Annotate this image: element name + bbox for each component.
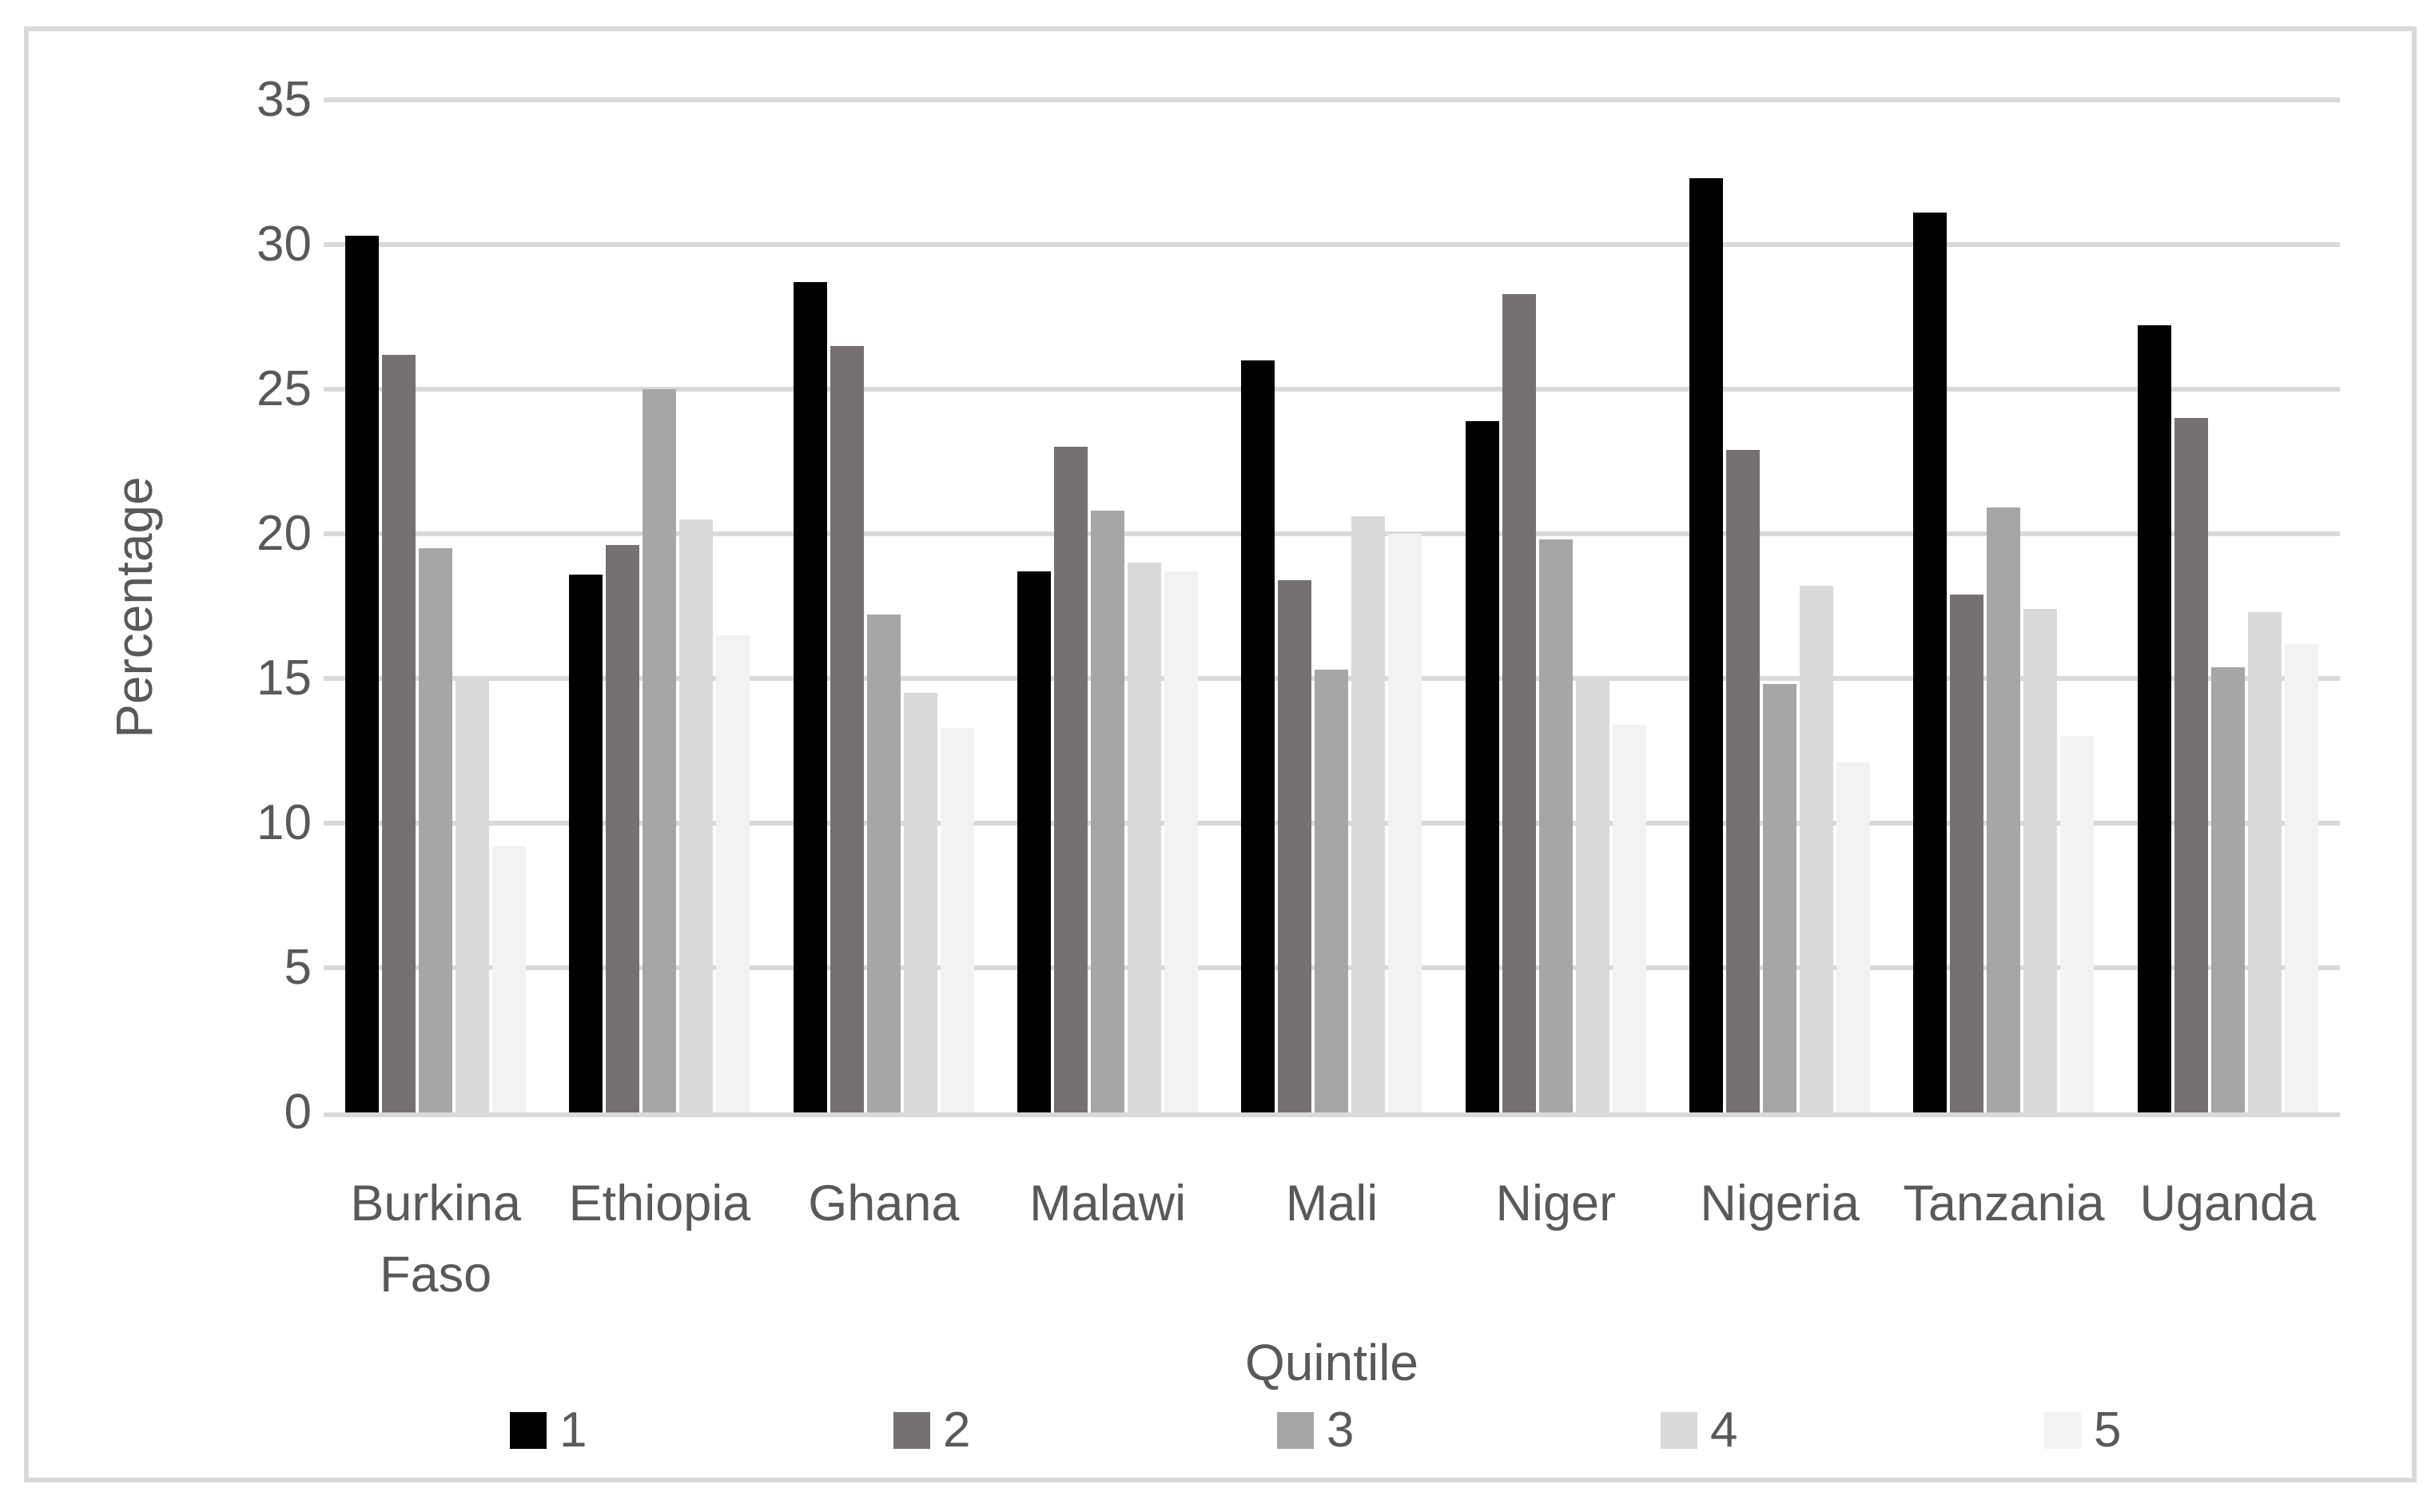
bar-nigeria-q4 — [1800, 586, 1834, 1112]
y-tick-label-0: 0 — [284, 1084, 312, 1140]
bar-niger-q3 — [1538, 539, 1573, 1112]
x-axis-category-labels: Burkina Faso Ethiopia Ghana Malawi Mali Niger… — [324, 1168, 2340, 1311]
bar-group-tanzania — [1892, 100, 2115, 1112]
y-tick-label-30: 30 — [257, 217, 312, 272]
x-label-tanzania: Tanzania — [1903, 1176, 2105, 1231]
bar-group-ghana — [772, 100, 996, 1112]
bar-niger-q4 — [1575, 678, 1609, 1112]
y-tick-label-25: 25 — [257, 361, 312, 416]
bar-ethiopia-q2 — [606, 545, 640, 1112]
bar-ghana-q4 — [903, 693, 937, 1112]
bar-ghana-q2 — [830, 345, 864, 1112]
bar-tanzania-q4 — [2023, 609, 2058, 1112]
bar-burkina-faso-q5 — [492, 846, 527, 1112]
x-label-burkina-faso: Burkina Faso — [350, 1176, 521, 1303]
bar-uganda-q5 — [2284, 643, 2318, 1112]
bar-mali-q2 — [1278, 579, 1312, 1112]
x-label-ghana: Ghana — [808, 1176, 960, 1231]
bar-groups — [324, 100, 2340, 1112]
y-tick-label-20: 20 — [257, 506, 312, 561]
gridline-30 — [324, 242, 2340, 247]
gridline-20 — [324, 531, 2340, 536]
y-tick-label-15: 15 — [257, 651, 312, 706]
bar-group-ethiopia — [547, 100, 771, 1112]
bar-group-uganda — [2116, 100, 2340, 1112]
bar-nigeria-q1 — [1689, 177, 1724, 1112]
legend-swatch-icon — [510, 1412, 547, 1449]
y-tick-label-35: 35 — [257, 72, 312, 127]
bar-uganda-q2 — [2174, 418, 2208, 1112]
legend-swatch-icon — [1661, 1412, 1697, 1449]
bar-burkina-faso-q4 — [456, 678, 490, 1112]
legend-label: 4 — [1710, 1403, 1738, 1458]
bar-uganda-q1 — [2137, 325, 2171, 1112]
legend-item-4: 4 — [1661, 1403, 1738, 1458]
x-axis-title: Quintile — [1245, 1334, 1418, 1391]
bar-ethiopia-q5 — [716, 635, 750, 1112]
x-label-uganda: Uganda — [2139, 1176, 2317, 1231]
bar-group-niger — [1444, 100, 1668, 1112]
bar-nigeria-q5 — [1836, 762, 1871, 1112]
legend-swatch-icon — [893, 1412, 930, 1449]
bar-group-burkina-faso — [324, 100, 547, 1112]
bar-ethiopia-q1 — [569, 574, 603, 1112]
bar-malawi-q5 — [1164, 571, 1199, 1112]
legend-item-3: 3 — [1277, 1403, 1355, 1458]
legend-item-1: 1 — [510, 1403, 587, 1458]
bar-ghana-q3 — [866, 615, 901, 1112]
legend: 1 2 3 4 5 — [0, 1403, 2431, 1458]
gridline-25 — [324, 387, 2340, 392]
x-label-nigeria: Nigeria — [1700, 1176, 1860, 1231]
x-label-malawi: Malawi — [1029, 1176, 1187, 1231]
x-axis-line — [324, 1112, 2340, 1117]
bar-ethiopia-q4 — [679, 519, 714, 1112]
bar-mali-q4 — [1351, 516, 1386, 1112]
bar-burkina-faso-q2 — [382, 354, 416, 1112]
x-label-niger: Niger — [1495, 1176, 1617, 1231]
bar-malawi-q3 — [1091, 511, 1125, 1112]
bar-malawi-q2 — [1054, 447, 1088, 1112]
bar-malawi-q4 — [1128, 563, 1162, 1112]
legend-swatch-icon — [2044, 1412, 2081, 1449]
bar-niger-q2 — [1502, 293, 1536, 1112]
bar-tanzania-q1 — [1913, 213, 1948, 1112]
legend-label: 2 — [943, 1403, 971, 1458]
y-tick-label-10: 10 — [257, 795, 312, 850]
bar-ethiopia-q3 — [643, 389, 677, 1112]
bar-ghana-q1 — [793, 282, 827, 1112]
bar-ghana-q5 — [940, 727, 974, 1112]
x-label-ethiopia: Ethiopia — [568, 1176, 751, 1231]
bar-tanzania-q3 — [1987, 507, 2021, 1112]
bar-mali-q5 — [1388, 534, 1422, 1112]
bar-mali-q1 — [1241, 360, 1275, 1112]
y-tick-label-5: 5 — [284, 940, 312, 995]
bar-group-mali — [1219, 100, 1443, 1112]
bar-nigeria-q2 — [1726, 450, 1761, 1112]
bar-group-malawi — [996, 100, 1219, 1112]
bar-niger-q1 — [1465, 420, 1499, 1112]
legend-label: 5 — [2094, 1403, 2122, 1458]
bar-burkina-faso-q1 — [345, 236, 380, 1112]
legend-item-5: 5 — [2044, 1403, 2122, 1458]
plot-area — [324, 97, 2340, 1117]
bar-malawi-q1 — [1017, 571, 1052, 1112]
bar-group-nigeria — [1668, 100, 1892, 1112]
bar-uganda-q4 — [2247, 611, 2282, 1112]
gridline-35 — [324, 97, 2340, 102]
bar-tanzania-q5 — [2060, 736, 2095, 1112]
x-label-mali: Mali — [1285, 1176, 1379, 1231]
bar-tanzania-q2 — [1950, 595, 1984, 1112]
bar-burkina-faso-q3 — [419, 548, 453, 1112]
bar-mali-q3 — [1315, 670, 1349, 1112]
legend-label: 3 — [1327, 1403, 1355, 1458]
bar-niger-q5 — [1612, 724, 1646, 1112]
legend-swatch-icon — [1277, 1412, 1314, 1449]
bar-uganda-q3 — [2210, 666, 2245, 1112]
bar-nigeria-q3 — [1763, 684, 1797, 1112]
legend-label: 1 — [559, 1403, 587, 1458]
legend-item-2: 2 — [893, 1403, 971, 1458]
